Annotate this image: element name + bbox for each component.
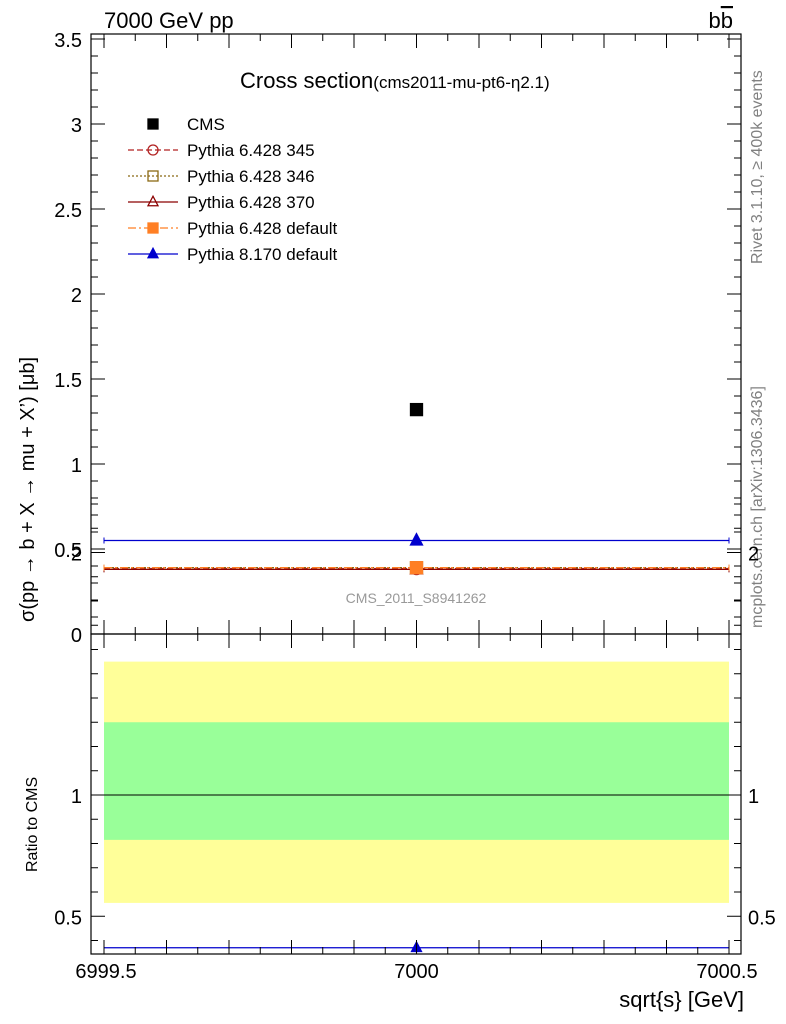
legend-marker (147, 118, 159, 130)
main-y-tick-label: 0 (71, 625, 82, 647)
main-y-tick-label: 2 (71, 285, 82, 307)
ratio-y-tick-labels: 0.5 0.5 1 1 2 2 (54, 544, 776, 930)
main-y-tick-label: 0.5 (54, 540, 82, 562)
legend-entry: Pythia 8.170 default (187, 245, 338, 264)
ratio-band-inner (104, 722, 729, 840)
legend: CMS Pythia 6.428 345 Pythia 6.428 346 Pythi… (128, 115, 338, 264)
ratio-y-axis-label: Ratio to CMS (24, 777, 41, 872)
ratio-y-tick-label-left: 0.5 (54, 907, 82, 929)
x-axis-label: sqrt{s} [GeV] (619, 987, 744, 1012)
legend-marker (147, 170, 159, 182)
legend-entry: Pythia 6.428 370 (187, 193, 315, 212)
ratio-y-tick-label-right: 2 (748, 544, 759, 566)
legend-marker (146, 246, 160, 259)
x-tick-label: 7000 (394, 961, 439, 983)
main-title-text: Cross section (240, 68, 373, 93)
main-axis-ticks (91, 34, 741, 635)
series-point (409, 532, 424, 546)
legend-marker (147, 144, 159, 156)
header-right-title: bb (709, 8, 734, 33)
ratio-y-tick-label-left: 1 (71, 786, 82, 808)
main-series (103, 402, 730, 576)
rivet-label: Rivet 3.1.10, ≥ 400k events (749, 70, 766, 264)
ratio-y-tick-label-left: 2 (71, 544, 82, 566)
x-tick-label: 6999.5 (75, 961, 136, 983)
main-subtitle: (cms2011-mu-pt6-η2.1) (373, 73, 549, 92)
x-tick-labels: 6999.5 7000 7000.5 (75, 961, 757, 983)
legend-marker (147, 222, 159, 234)
ratio-y-tick-label-right: 1 (748, 786, 759, 808)
ratio-panel: 0.5 0.5 1 1 2 2 6999.5 7000 7000.5 Ratio to CMS… (24, 503, 776, 1012)
main-y-tick-label: 3 (71, 115, 82, 137)
series-point (409, 561, 424, 575)
legend-entry: Pythia 6.428 default (187, 219, 338, 238)
main-y-tick-labels: 0 0.5 1 1.5 2 2.5 3 3.5 (54, 30, 82, 647)
ratio-y-tick-label-right: 0.5 (748, 907, 776, 929)
legend-entry: Pythia 6.428 346 (187, 167, 315, 186)
main-y-tick-label: 2.5 (54, 200, 82, 222)
main-y-axis-label: σ(pp → b + X → mu + X’) [μb] (17, 357, 39, 622)
reference-label: CMS_2011_S8941262 (346, 590, 487, 606)
main-panel: 0 0.5 1 1.5 2 2.5 3 3.5 Cross section(cms2011-m… (17, 30, 742, 647)
x-tick-label: 7000.5 (696, 961, 757, 983)
ratio-bands (91, 661, 741, 903)
header-left-title: 7000 GeV pp (104, 8, 234, 33)
main-title: Cross section(cms2011-mu-pt6-η2.1) (240, 68, 550, 93)
mcplots-label: mcplots.cern.ch [arXiv:1306.3436] (749, 386, 766, 628)
legend-entry: Pythia 6.428 345 (187, 141, 315, 160)
main-y-tick-label: 3.5 (54, 30, 82, 52)
main-y-tick-label: 1 (71, 455, 82, 477)
main-y-tick-label: 1.5 (54, 370, 82, 392)
ratio-axis-ticks (91, 503, 741, 954)
legend-entry: CMS (187, 115, 225, 134)
legend-marker (146, 194, 160, 207)
series-point (409, 402, 424, 417)
